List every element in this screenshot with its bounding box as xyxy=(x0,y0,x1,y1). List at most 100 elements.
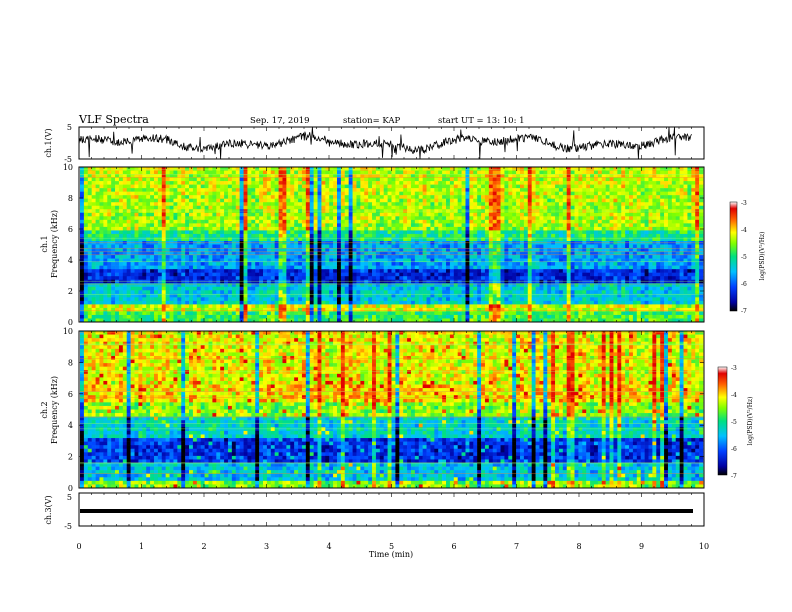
spectrogram-cell xyxy=(153,244,159,249)
spectrogram-cell xyxy=(286,188,291,192)
spectrogram-cell xyxy=(586,233,591,238)
spectrogram-cell xyxy=(118,198,124,203)
spectrogram-cell xyxy=(671,167,677,171)
spectrogram-cell xyxy=(407,188,412,192)
spectrogram-cell xyxy=(640,202,645,207)
spectrogram-cell xyxy=(605,184,610,189)
spectrogram-cell xyxy=(621,262,626,266)
spectrogram-cell xyxy=(442,216,447,221)
spectrogram-cell xyxy=(356,167,361,171)
spectrogram-cell xyxy=(403,237,408,242)
spectrogram-cell xyxy=(356,230,361,235)
spectrogram-cell xyxy=(348,226,353,231)
spectrogram-cell xyxy=(414,216,420,221)
spectrogram-cell xyxy=(118,181,124,185)
spectrogram-cell xyxy=(157,255,163,259)
spectrogram-cell xyxy=(239,255,244,259)
spectrogram-cell xyxy=(379,269,385,273)
spectrogram-cell xyxy=(539,258,544,263)
spectrogram-cell xyxy=(566,198,571,203)
spectrogram-cell xyxy=(243,212,248,217)
spectrogram-cell xyxy=(379,219,385,224)
spectrogram-cell xyxy=(414,258,420,263)
spectrogram-cell xyxy=(558,255,564,259)
spectrogram-cell xyxy=(317,237,322,242)
spectrogram-cell xyxy=(675,248,680,252)
spectrogram-cell xyxy=(181,219,186,224)
spectrogram-cell xyxy=(165,191,170,196)
spectrogram-cell xyxy=(391,237,396,242)
spectrogram-cell xyxy=(543,202,548,207)
spectrogram-cell xyxy=(111,188,116,192)
spectrogram-cell xyxy=(660,191,665,196)
spectrogram-cell xyxy=(629,181,634,185)
spectrogram-cell xyxy=(383,265,388,270)
spectrogram-cell xyxy=(527,174,532,178)
spectrogram-cell xyxy=(356,248,361,252)
spectrogram-cell xyxy=(519,212,525,217)
spectrogram-cell xyxy=(574,230,579,235)
spectrogram-cell xyxy=(492,212,497,217)
spectrogram-cell xyxy=(410,191,416,196)
spectrogram-cell xyxy=(582,191,587,196)
spectrogram-cell xyxy=(290,226,295,231)
spectrogram-cell xyxy=(508,226,513,231)
spectrogram-cell xyxy=(383,195,388,199)
spectrogram-cell xyxy=(535,174,540,178)
spectrogram-cell xyxy=(317,223,322,228)
spectrogram-cell xyxy=(387,202,392,207)
spectrogram-cell xyxy=(329,223,334,228)
spectrogram-cell xyxy=(356,195,361,199)
spectrogram-cell xyxy=(539,237,544,242)
spectrogram-cell xyxy=(309,244,314,249)
spectrogram-cell xyxy=(99,216,104,221)
spectrogram-cell xyxy=(543,248,548,252)
spectrogram-cell xyxy=(192,216,198,221)
spectrogram-cell xyxy=(270,219,275,224)
spectrogram-cell xyxy=(691,262,696,266)
spectrogram-cell xyxy=(344,167,349,171)
spectrogram-cell xyxy=(593,205,599,210)
spectrogram-cell xyxy=(469,170,474,175)
spectrogram-cell xyxy=(103,205,108,210)
spectrogram-cell xyxy=(383,262,388,266)
spectrogram-cell xyxy=(247,244,252,249)
spectrogram-cell xyxy=(629,167,634,171)
spectrogram-cell xyxy=(695,223,700,228)
spectrogram-cell xyxy=(247,205,252,210)
spectrogram-cell xyxy=(227,272,233,277)
spectrogram-cell xyxy=(446,205,451,210)
spectrogram-cell xyxy=(593,191,599,196)
spectrogram-cell xyxy=(500,198,505,203)
spectrogram-cell xyxy=(375,226,381,231)
spectrogram-cell xyxy=(305,202,311,207)
spectrogram-cell xyxy=(235,255,240,259)
spectrogram-cell xyxy=(582,205,587,210)
spectrogram-cell xyxy=(683,184,688,189)
spectrogram-cell xyxy=(453,212,458,217)
spectrogram-cell xyxy=(200,262,205,266)
spectrogram-cell xyxy=(348,191,353,196)
spectrogram-cell xyxy=(251,237,256,242)
spectrogram-cell xyxy=(325,230,330,235)
spectrogram-cell xyxy=(695,188,700,192)
spectrogram-cell xyxy=(282,219,287,224)
spectrogram-cell xyxy=(263,202,268,207)
spectrogram-cell xyxy=(570,255,575,259)
spectrogram-cell xyxy=(535,258,540,263)
spectrogram-cell xyxy=(118,248,124,252)
spectrogram-cell xyxy=(157,269,163,273)
spectrogram-cell xyxy=(652,244,657,249)
spectrogram-cell xyxy=(255,184,260,189)
spectrogram-cell xyxy=(492,244,497,249)
spectrogram-cell xyxy=(531,237,536,242)
spectrogram-cell xyxy=(220,184,225,189)
spectrogram-cell xyxy=(161,262,166,266)
spectrogram-cell xyxy=(500,255,505,259)
spectrogram-cell xyxy=(640,219,645,224)
spectrogram-cell xyxy=(391,244,396,249)
spectrogram-cell xyxy=(625,167,630,171)
spectrogram-cell xyxy=(566,248,571,252)
spectrogram-cell xyxy=(430,244,435,249)
spectrogram-cell xyxy=(574,212,579,217)
